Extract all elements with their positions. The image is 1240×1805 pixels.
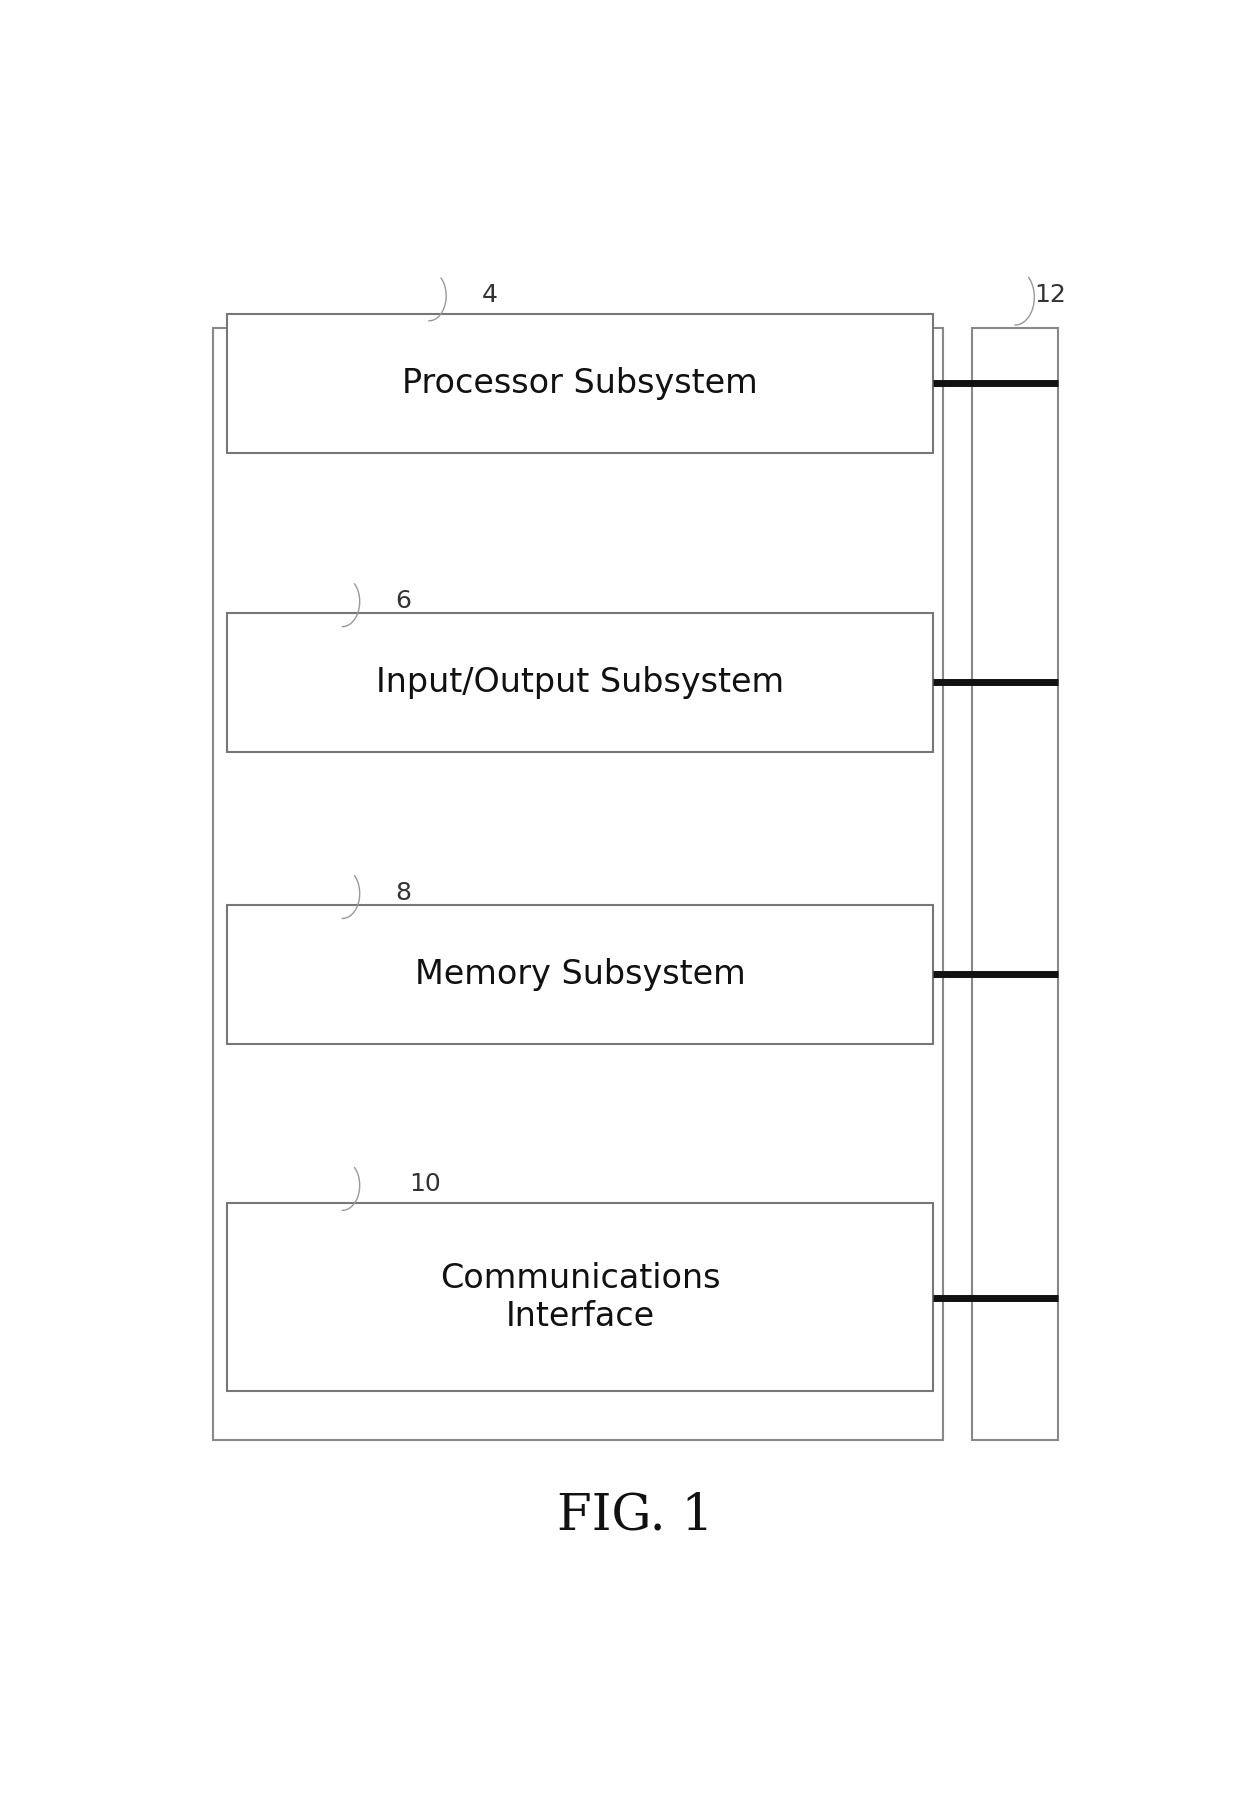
Text: Memory Subsystem: Memory Subsystem [415, 958, 745, 991]
Text: FIG. 1: FIG. 1 [557, 1491, 714, 1541]
Bar [227, 612, 934, 751]
Bar [972, 329, 1058, 1440]
Text: Processor Subsystem: Processor Subsystem [402, 366, 758, 401]
Text: 12: 12 [1034, 283, 1066, 307]
Text: Communications
Interface: Communications Interface [440, 1262, 720, 1332]
Text: 6: 6 [396, 588, 412, 612]
Bar [227, 314, 934, 453]
Text: 4: 4 [481, 283, 497, 307]
Bar [227, 1204, 934, 1392]
Text: 8: 8 [396, 881, 412, 904]
Text: Input/Output Subsystem: Input/Output Subsystem [376, 666, 785, 699]
Bar [213, 329, 942, 1440]
Text: 10: 10 [409, 1173, 441, 1197]
Bar [227, 904, 934, 1043]
